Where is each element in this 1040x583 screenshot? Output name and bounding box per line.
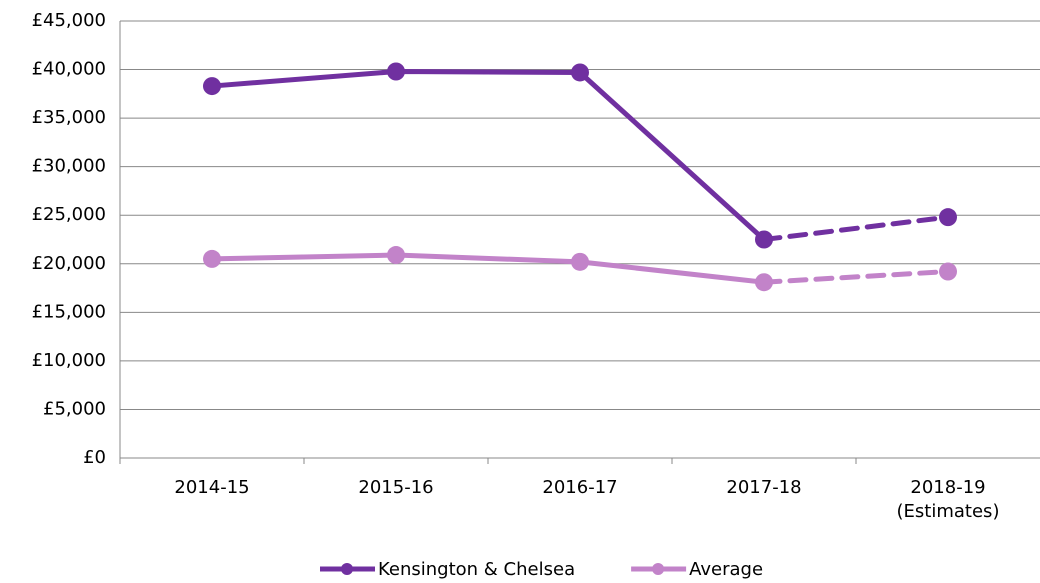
point bbox=[571, 252, 589, 271]
point bbox=[571, 63, 589, 82]
line bbox=[209, 68, 767, 242]
y-tick-label: £0 bbox=[83, 447, 106, 468]
point bbox=[387, 62, 405, 81]
point bbox=[755, 230, 773, 249]
y-tick-label: £20,000 bbox=[32, 253, 106, 274]
point bbox=[939, 208, 957, 227]
point bbox=[939, 262, 957, 281]
legend-marker bbox=[341, 563, 353, 575]
x-tick-label: 2016-17 bbox=[542, 477, 617, 498]
y-tick-label: £30,000 bbox=[32, 156, 106, 177]
y-tick-label: £40,000 bbox=[32, 59, 106, 80]
point bbox=[755, 273, 773, 292]
y-tick-label: £10,000 bbox=[32, 350, 106, 371]
x-tick-label: 2018-19 (Estimates) bbox=[897, 477, 1000, 522]
x-tick-label: 2015-16 bbox=[358, 477, 433, 498]
y-tick-label: £25,000 bbox=[32, 204, 106, 225]
x-tick-label-line: 2018-19 bbox=[910, 477, 985, 498]
legend-marker bbox=[652, 563, 665, 575]
x-tick-label-line: (Estimates) bbox=[897, 501, 1000, 522]
line bbox=[209, 252, 767, 285]
point bbox=[387, 246, 405, 265]
point bbox=[203, 249, 221, 268]
legend-label: Average bbox=[689, 559, 763, 580]
x-tick-label: 2017-18 bbox=[726, 477, 801, 498]
y-tick-label: £35,000 bbox=[32, 107, 106, 128]
y-tick-label: £15,000 bbox=[32, 301, 106, 322]
line-estimate bbox=[761, 269, 951, 285]
x-tick-label: 2014-15 bbox=[174, 477, 249, 498]
legend-label: Kensington & Chelsea bbox=[378, 559, 575, 580]
y-tick-label: £5,000 bbox=[43, 398, 106, 419]
line-estimate bbox=[761, 214, 951, 242]
point bbox=[203, 77, 221, 96]
y-tick-label: £45,000 bbox=[32, 10, 106, 31]
